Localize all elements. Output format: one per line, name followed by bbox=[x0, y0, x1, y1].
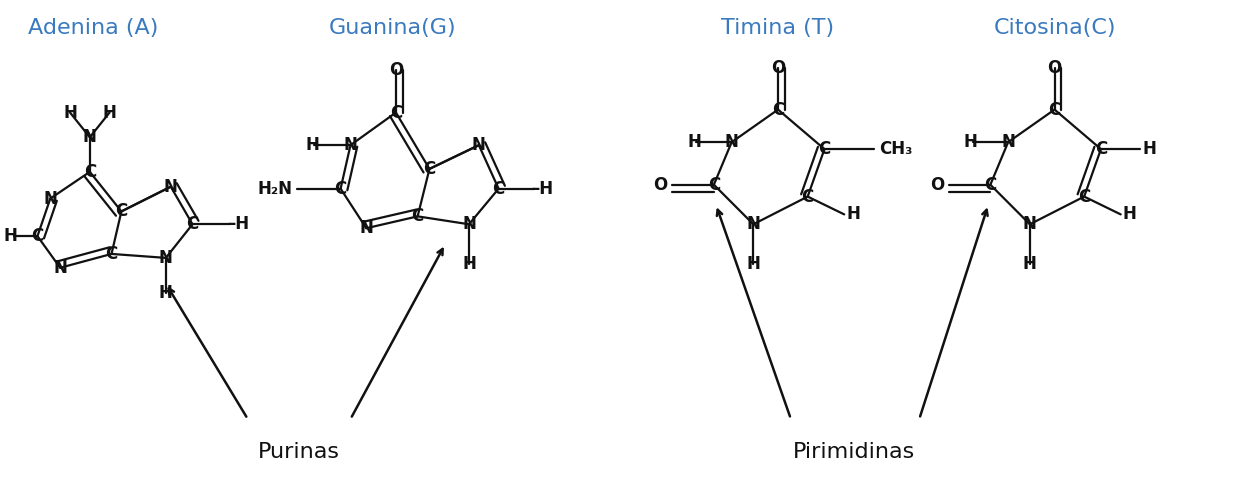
Text: Guanina(G): Guanina(G) bbox=[330, 18, 457, 39]
Text: N: N bbox=[164, 178, 177, 196]
Text: C: C bbox=[115, 202, 128, 220]
Text: C: C bbox=[186, 215, 198, 233]
Text: C: C bbox=[105, 245, 118, 263]
Text: C: C bbox=[707, 176, 720, 194]
Text: C: C bbox=[1078, 187, 1090, 205]
Text: H: H bbox=[159, 285, 172, 303]
Text: CH₃: CH₃ bbox=[878, 140, 912, 158]
Text: H: H bbox=[305, 136, 318, 154]
Text: N: N bbox=[43, 189, 57, 207]
Text: C: C bbox=[492, 180, 504, 198]
Text: C: C bbox=[818, 140, 830, 158]
Text: H: H bbox=[1142, 140, 1156, 158]
Text: H: H bbox=[846, 205, 860, 223]
Text: H: H bbox=[4, 227, 17, 245]
Text: H: H bbox=[1123, 205, 1136, 223]
Text: N: N bbox=[83, 128, 97, 146]
Text: O: O bbox=[771, 59, 786, 77]
Text: C: C bbox=[84, 163, 95, 181]
Text: N: N bbox=[472, 136, 486, 154]
Text: O: O bbox=[929, 176, 944, 194]
Text: C: C bbox=[802, 187, 814, 205]
Text: C: C bbox=[424, 160, 436, 178]
Text: N: N bbox=[159, 249, 172, 267]
Text: C: C bbox=[1048, 101, 1061, 119]
Text: O: O bbox=[1047, 59, 1062, 77]
Text: N: N bbox=[746, 215, 761, 233]
Text: H₂N: H₂N bbox=[258, 180, 292, 198]
Text: C: C bbox=[31, 227, 43, 245]
Text: H: H bbox=[746, 255, 761, 273]
Text: N: N bbox=[462, 215, 476, 233]
Text: C: C bbox=[335, 180, 347, 198]
Text: H: H bbox=[103, 104, 116, 122]
Text: –H: –H bbox=[227, 215, 249, 233]
Text: Pirimidinas: Pirimidinas bbox=[793, 442, 916, 462]
Text: Timina (T): Timina (T) bbox=[721, 18, 835, 39]
Text: Citosina(C): Citosina(C) bbox=[994, 18, 1116, 39]
Text: C: C bbox=[1095, 140, 1108, 158]
Text: H: H bbox=[688, 133, 701, 151]
Text: H: H bbox=[63, 104, 77, 122]
Text: N: N bbox=[343, 136, 357, 154]
Text: Purinas: Purinas bbox=[258, 442, 341, 462]
Text: –H: –H bbox=[532, 180, 554, 198]
Text: H: H bbox=[1023, 255, 1037, 273]
Text: C: C bbox=[390, 104, 401, 122]
Text: H: H bbox=[964, 133, 978, 151]
Text: H: H bbox=[462, 255, 476, 273]
Text: O: O bbox=[389, 61, 403, 79]
Text: N: N bbox=[1023, 215, 1037, 233]
Text: Adenina (A): Adenina (A) bbox=[27, 18, 157, 39]
Text: C: C bbox=[772, 101, 784, 119]
Text: N: N bbox=[725, 133, 738, 151]
Text: C: C bbox=[411, 207, 424, 225]
Text: C: C bbox=[984, 176, 996, 194]
Text: N: N bbox=[1001, 133, 1015, 151]
Text: N: N bbox=[53, 259, 67, 277]
Text: N: N bbox=[359, 219, 373, 237]
Text: O: O bbox=[653, 176, 668, 194]
